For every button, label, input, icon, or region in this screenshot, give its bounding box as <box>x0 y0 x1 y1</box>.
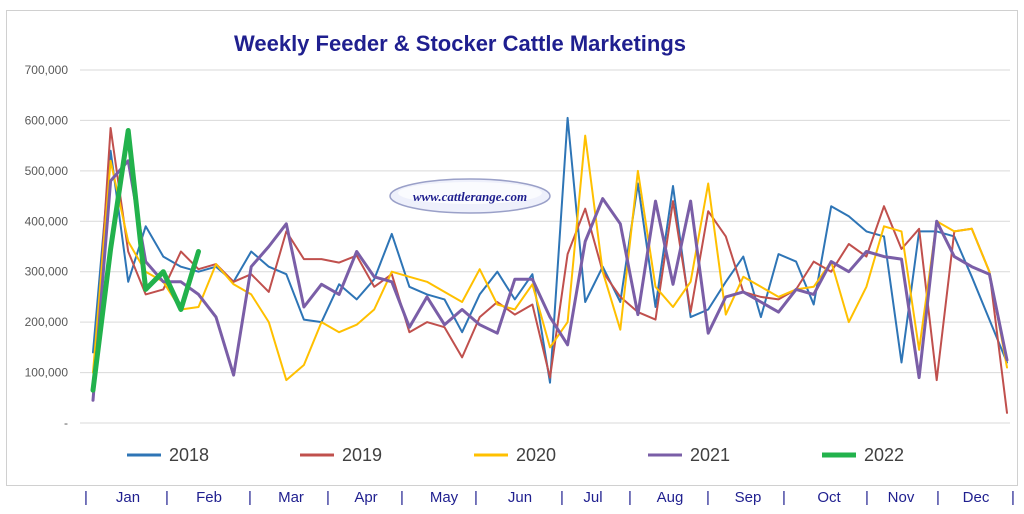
y-tick-label: 700,000 <box>25 63 69 77</box>
y-tick-label: 200,000 <box>25 315 69 329</box>
month-separator: | <box>400 489 404 506</box>
month-label-nov: Nov <box>888 489 915 506</box>
legend-label-2021: 2021 <box>690 445 730 465</box>
month-separator: | <box>1011 489 1015 506</box>
month-separator: | <box>84 489 88 506</box>
y-tick-label: 600,000 <box>25 113 69 127</box>
month-separator: | <box>865 489 869 506</box>
series-line-2022 <box>90 128 201 393</box>
month-axis: | | | | | | | | | | | | | Jan Feb Mar Apr May Jun Jul Aug Sep… <box>84 489 1015 506</box>
watermark-badge: www.cattlerange.com <box>389 178 551 214</box>
month-label-mar: Mar <box>278 489 304 506</box>
chart-frame <box>6 10 1018 486</box>
month-separator: | <box>782 489 786 506</box>
month-label-sep: Sep <box>735 489 762 506</box>
y-tick-label: 300,000 <box>25 265 69 279</box>
legend: 2018 2019 2020 2021 2022 <box>127 445 904 465</box>
y-tick-label: 500,000 <box>25 164 69 178</box>
legend-label-2018: 2018 <box>169 445 209 465</box>
month-label-feb: Feb <box>196 489 222 506</box>
y-tick-label: 400,000 <box>25 214 69 228</box>
month-label-dec: Dec <box>963 489 990 506</box>
month-separator: | <box>248 489 252 506</box>
month-label-apr: Apr <box>354 489 377 506</box>
month-separator: | <box>706 489 710 506</box>
series-line-2018 <box>92 116 1008 384</box>
y-axis-ticks: - 100,000 200,000 300,000 400,000 500,000 600,… <box>25 63 69 430</box>
chart-title: Weekly Feeder & Stocker Cattle Marketing… <box>234 31 686 56</box>
month-label-jul: Jul <box>583 489 602 506</box>
y-tick-label: - <box>64 416 68 430</box>
month-label-oct: Oct <box>817 489 841 506</box>
y-tick-label: 100,000 <box>25 366 69 380</box>
legend-label-2022: 2022 <box>864 445 904 465</box>
watermark-text: www.cattlerange.com <box>413 189 527 204</box>
month-separator: | <box>628 489 632 506</box>
month-label-jun: Jun <box>508 489 532 506</box>
month-label-jan: Jan <box>116 489 140 506</box>
month-label-aug: Aug <box>657 489 684 506</box>
month-separator: | <box>936 489 940 506</box>
month-separator: | <box>165 489 169 506</box>
month-separator: | <box>560 489 564 506</box>
series-line-2021 <box>91 159 1009 402</box>
month-separator: | <box>474 489 478 506</box>
series-line-2020 <box>92 134 1008 382</box>
legend-label-2019: 2019 <box>342 445 382 465</box>
series-line-2019 <box>92 127 1008 414</box>
legend-label-2020: 2020 <box>516 445 556 465</box>
month-label-may: May <box>430 489 459 506</box>
watermark-highlight <box>398 182 542 204</box>
month-separator: | <box>326 489 330 506</box>
series-lines <box>90 116 1009 414</box>
